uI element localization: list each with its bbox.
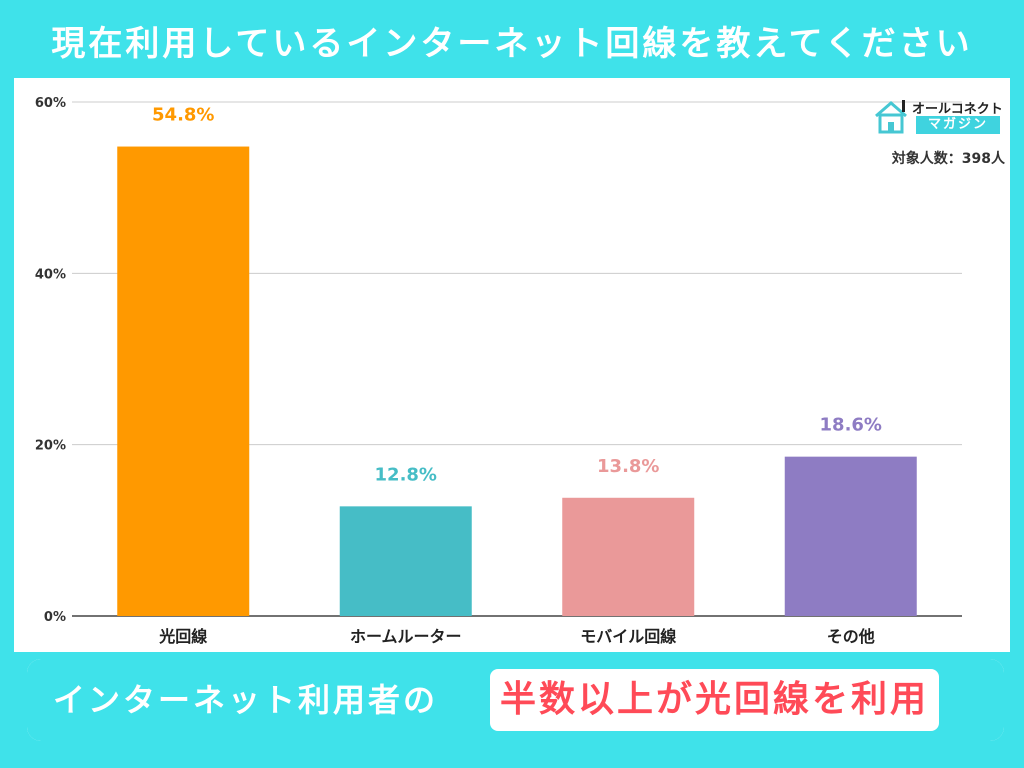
bar-4: [784, 456, 917, 616]
bar-1: [117, 146, 250, 616]
data-label: 12.8%: [375, 464, 437, 485]
data-label: 18.6%: [820, 415, 882, 436]
bar-3: [562, 497, 695, 616]
summary-banner: インターネット利用者の 半数以上が光回線を利用: [27, 659, 1004, 741]
y-tick-label: 20%: [35, 439, 66, 454]
house-icon: [875, 100, 907, 134]
x-tick-label: モバイル回線: [580, 627, 676, 646]
summary-highlight: 半数以上が光回線を利用: [490, 669, 940, 731]
respondent-count: 対象人数：398人: [891, 151, 1005, 167]
page-title: 現在利用しているインターネット回線を教えてください: [51, 23, 973, 64]
y-tick-label: 0%: [44, 610, 66, 625]
x-tick-label: その他: [827, 627, 875, 646]
x-tick-label: ホームルーター: [350, 627, 462, 646]
y-tick-label: 60%: [35, 96, 66, 111]
bar-2: [339, 506, 472, 616]
x-tick-label: 光回線: [158, 627, 207, 646]
y-tick-label: 40%: [35, 267, 66, 282]
data-label: 13.8%: [597, 456, 659, 477]
brand-logo: オールコネクト マガジン: [872, 98, 1003, 138]
data-label: 54.8%: [152, 105, 214, 126]
brand-name: オールコネクト: [912, 102, 1003, 117]
brand-sub: マガジン: [916, 116, 1000, 134]
